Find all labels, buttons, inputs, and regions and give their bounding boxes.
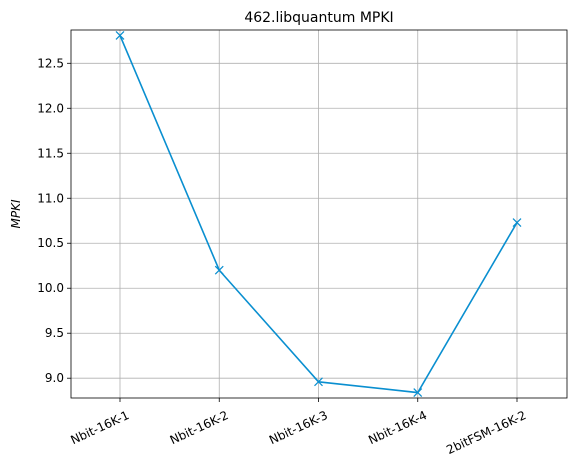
data-point-marker — [512, 218, 522, 227]
x-tick-label: Nbit-16K-1 — [68, 408, 131, 447]
chart-title: 462.libquantum MPKI — [244, 10, 393, 26]
x-tick-label: Nbit-16K-4 — [366, 408, 429, 447]
series — [115, 30, 522, 398]
plot-frame — [70, 29, 568, 399]
x-tick-label: Nbit-16K-2 — [168, 408, 231, 447]
y-tick-label: 10.5 — [37, 236, 64, 250]
y-axis-label: MPKI — [9, 199, 23, 228]
y-tick-label: 9.5 — [45, 326, 64, 340]
grid — [71, 30, 567, 398]
y-tick-label: 12.5 — [37, 56, 64, 70]
y-tick-label: 12.0 — [37, 101, 64, 115]
y-tick-label: 9.0 — [45, 371, 64, 385]
x-tick-label: 2bitFSM-16K-2 — [444, 408, 528, 457]
y-tick-label: 11.5 — [37, 146, 64, 160]
y-tick-label: 11.0 — [37, 191, 64, 205]
data-point-marker — [214, 265, 224, 275]
data-point-marker — [115, 30, 125, 40]
x-axis: Nbit-16K-1 Nbit-16K-2 Nbit-16K-3 Nbit-16K-4… — [68, 398, 528, 457]
data-point-marker — [314, 377, 323, 387]
x-tick-label: Nbit-16K-3 — [267, 408, 330, 447]
y-axis: 9.0 9.5 10.0 10.5 11.0 11.5 12.0 12.5 — [37, 56, 71, 385]
y-tick-label: 10.0 — [37, 281, 64, 295]
data-point-marker — [413, 388, 423, 398]
